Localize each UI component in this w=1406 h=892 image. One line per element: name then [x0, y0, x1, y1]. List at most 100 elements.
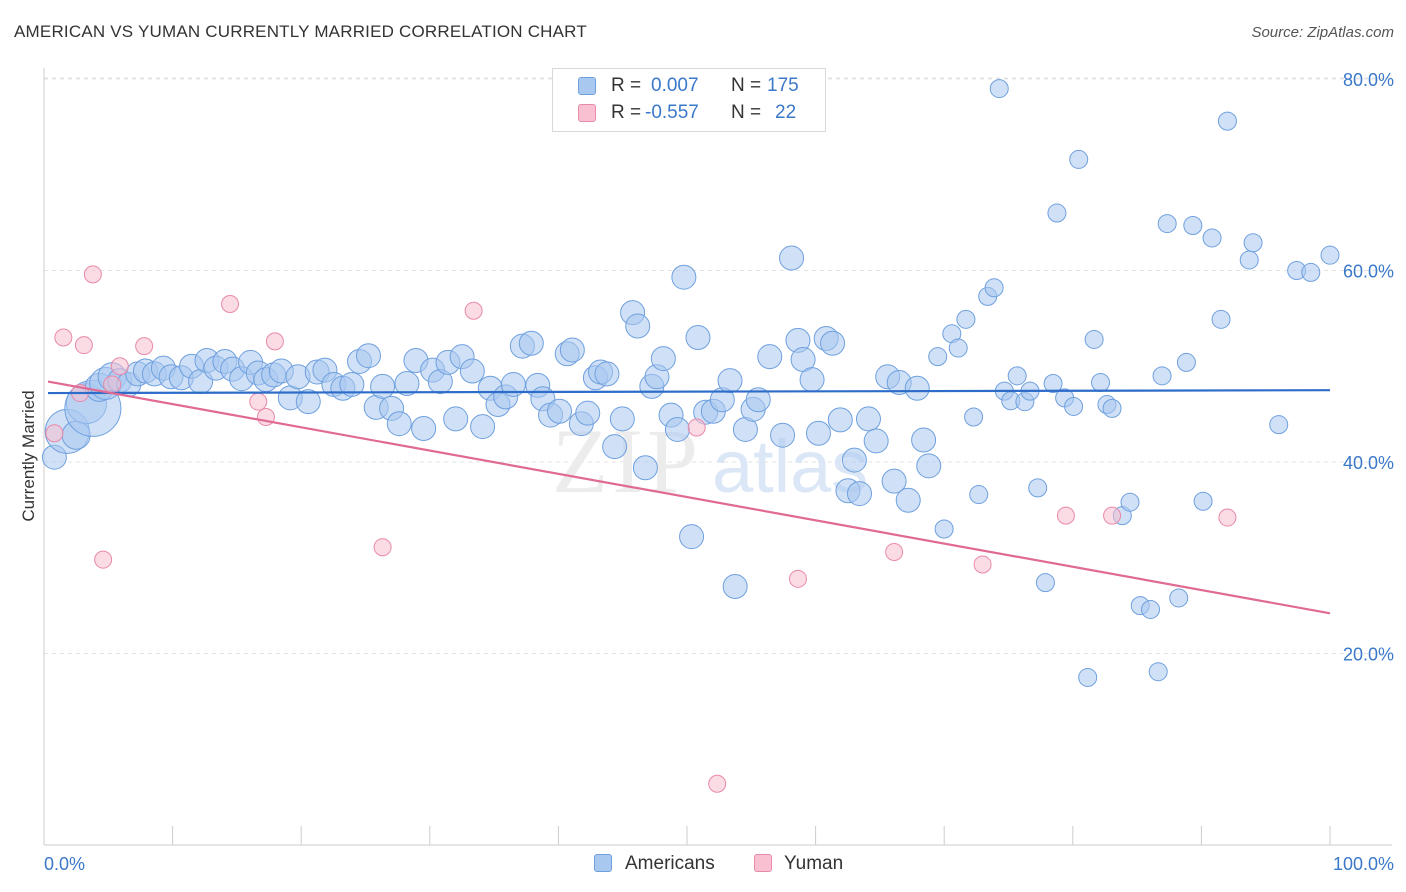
americans-point [650, 346, 676, 372]
chart-source: Source: ZipAtlas.com [1251, 24, 1394, 41]
yuman-point [708, 774, 727, 793]
americans-point [1148, 662, 1168, 682]
americans-point [386, 411, 412, 437]
americans-point [370, 373, 396, 399]
americans-point [1239, 250, 1259, 270]
yuman-swatch [578, 104, 596, 122]
americans-swatch [578, 77, 596, 95]
americans-point [770, 422, 796, 448]
y-tick-label: 20.0% [1343, 645, 1394, 665]
n-value: 175 [767, 75, 799, 96]
yuman-point [54, 328, 73, 347]
americans-point [895, 487, 921, 513]
americans-point [339, 371, 365, 397]
americans-point [916, 453, 942, 479]
americans-point [356, 343, 381, 369]
y-tick-label: 40.0% [1343, 453, 1394, 473]
stats-legend: R = 0.007 N = 175 R = -0.557 N = 22 [552, 68, 826, 132]
yuman-point [788, 569, 807, 588]
americans-point [989, 79, 1009, 99]
americans-point [671, 264, 697, 290]
americans-point [855, 406, 881, 432]
americans-point [779, 245, 805, 271]
americans-point [948, 338, 968, 358]
americans-point [559, 337, 585, 363]
americans-point [411, 415, 437, 441]
americans-point [1152, 366, 1172, 386]
yuman-point [94, 550, 113, 569]
americans-point [518, 330, 544, 356]
americans-point [969, 485, 989, 505]
yuman-point [110, 357, 129, 376]
americans-point [1091, 373, 1111, 393]
n-label: N = [731, 75, 762, 96]
americans-point [679, 524, 705, 550]
yuman-point [464, 301, 483, 320]
yuman-point [221, 295, 240, 314]
x-tick-label: 0.0% [44, 854, 85, 874]
americans-point [881, 468, 907, 494]
americans-point [956, 309, 976, 329]
americans-point [1243, 233, 1263, 253]
americans-point [722, 573, 748, 599]
americans-point [717, 368, 743, 394]
americans-point [1007, 366, 1027, 386]
r-label: R = [611, 75, 642, 96]
yuman-point [103, 375, 122, 394]
legend-row-americans: R = 0.007 N = 175 [553, 73, 825, 101]
yuman-point [1218, 508, 1237, 527]
r-label: R = [611, 102, 642, 123]
americans-point [394, 370, 420, 396]
americans-point [575, 400, 601, 426]
americans-point [841, 447, 867, 473]
yuman-trend-line [47, 380, 1331, 615]
americans-point [443, 406, 469, 432]
americans-point [1064, 396, 1084, 416]
yuman-point [83, 265, 102, 284]
y-axis-label: Currently Married [19, 390, 38, 521]
r-value: 0.007 [651, 75, 699, 96]
americans-point [934, 519, 954, 539]
americans-point [805, 420, 831, 446]
yuman-point [1103, 506, 1122, 525]
americans-legend-label: Americans [625, 853, 715, 874]
americans-point [1301, 262, 1321, 282]
yuman-point [1056, 506, 1075, 525]
americans-point [1047, 203, 1067, 223]
americans-legend-swatch [594, 854, 612, 872]
americans-point [1084, 329, 1104, 349]
y-tick-label: 80.0% [1343, 70, 1394, 90]
americans-point [602, 434, 628, 460]
americans-point [827, 407, 853, 433]
americans-point [1141, 599, 1161, 619]
americans-point [1043, 373, 1063, 393]
americans-point [1269, 415, 1289, 435]
yuman-legend-label: Yuman [784, 853, 844, 874]
americans-point [1211, 309, 1231, 329]
americans-point [1320, 245, 1340, 265]
americans-point [745, 387, 771, 413]
americans-trend-line [47, 389, 1331, 395]
n-label: N = [731, 102, 762, 123]
n-value: 22 [775, 102, 797, 123]
americans-point [820, 330, 846, 356]
americans-point [625, 313, 651, 339]
yuman-point [373, 538, 392, 557]
americans-point [685, 325, 711, 351]
yuman-point [45, 424, 64, 443]
americans-point [1102, 398, 1122, 418]
yuman-point [973, 555, 992, 574]
yuman-point [249, 392, 268, 411]
americans-point [1028, 478, 1048, 498]
americans-point [470, 414, 496, 440]
americans-point [295, 389, 321, 415]
americans-point [609, 406, 635, 432]
americans-point [1120, 492, 1140, 512]
yuman-legend-swatch [754, 854, 772, 872]
americans-point [964, 407, 984, 427]
yuman-point [687, 418, 706, 437]
americans-point [1176, 352, 1196, 372]
americans-point [1157, 214, 1177, 234]
x-tick-label: 100.0% [1333, 854, 1394, 874]
